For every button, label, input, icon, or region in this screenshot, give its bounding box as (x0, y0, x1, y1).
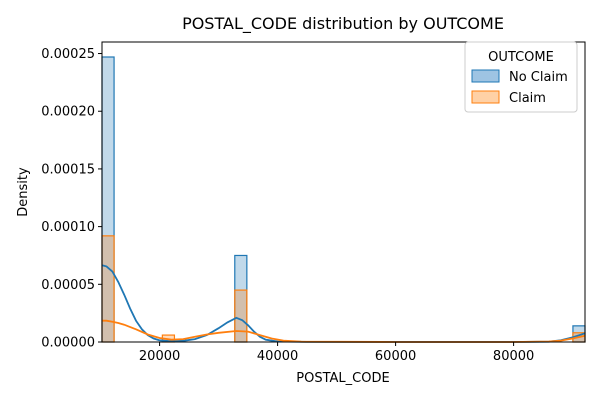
legend-label-claim: Claim (509, 91, 546, 106)
x-tick-label: 80000 (493, 349, 534, 364)
y-tick-label: 0.00025 (41, 47, 95, 62)
kde-line-no-claim (101, 264, 586, 343)
legend: OUTCOME No Claim Claim (464, 41, 578, 113)
chart-title: POSTAL_CODE distribution by OUTCOME (182, 14, 504, 34)
y-tick-label: 0.00020 (41, 105, 95, 120)
y-tick-label: 0.00015 (41, 162, 95, 177)
y-axis-label: Density (16, 167, 31, 217)
y-tick-label: 0.00005 (41, 278, 95, 293)
kde-line-claim (102, 319, 586, 343)
y-tick-label: 0.00010 (41, 220, 95, 235)
histogram-bar-claim (101, 235, 115, 343)
legend-title: OUTCOME (488, 50, 554, 65)
legend-swatch-claim (471, 90, 500, 104)
x-tick-label: 40000 (257, 349, 298, 364)
x-tick-label: 20000 (139, 349, 180, 364)
plot-frame (101, 41, 586, 343)
legend-label-no-claim: No Claim (509, 70, 568, 85)
x-axis-label: POSTAL_CODE (296, 371, 389, 386)
y-tick-label: 0.00000 (41, 336, 95, 351)
plot-area: 20000 40000 60000 80000 0.00000 0.00005 0.0001… (41, 41, 586, 364)
x-tick-label: 60000 (375, 349, 416, 364)
legend-swatch-no-claim (471, 69, 500, 83)
histogram-bar-claim (234, 289, 248, 343)
